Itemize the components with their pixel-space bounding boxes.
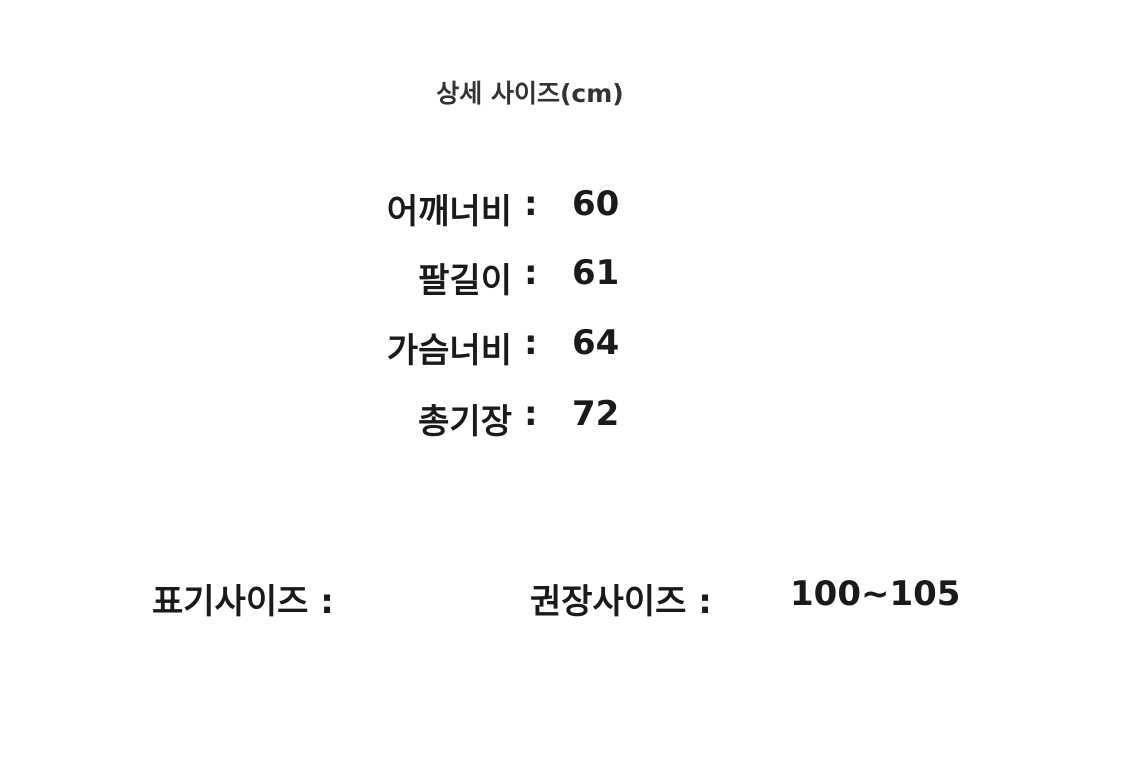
- measurement-label: 팔길이: [418, 261, 512, 301]
- measurement-row-shoulder: 어깨너비 : 60: [0, 184, 1125, 234]
- recommended-size-value: 100~105: [790, 574, 961, 614]
- measurement-label: 가슴너비: [386, 331, 512, 371]
- measurement-row-chest: 가슴너비 : 64: [0, 323, 1125, 373]
- labeled-size-label: 표기사이즈 :: [152, 582, 334, 622]
- measurement-separator: :: [524, 323, 538, 363]
- measurement-label: 총기장: [418, 402, 512, 442]
- measurement-row-length: 총기장 : 72: [0, 394, 1125, 444]
- size-title: 상세 사이즈(cm): [436, 79, 624, 108]
- measurement-separator: :: [524, 253, 538, 293]
- measurement-value: 61: [572, 253, 620, 293]
- measurement-value: 72: [572, 394, 620, 434]
- measurement-separator: :: [524, 394, 538, 434]
- measurement-label: 어깨너비: [386, 192, 512, 232]
- measurement-value: 64: [572, 323, 620, 363]
- measurement-row-sleeve: 팔길이 : 61: [0, 253, 1125, 303]
- recommended-size-label: 권장사이즈 :: [530, 582, 712, 622]
- measurement-separator: :: [524, 184, 538, 224]
- measurement-value: 60: [572, 184, 620, 224]
